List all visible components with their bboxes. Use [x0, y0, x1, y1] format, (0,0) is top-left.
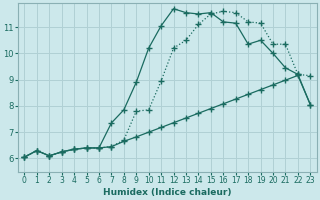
X-axis label: Humidex (Indice chaleur): Humidex (Indice chaleur) [103, 188, 232, 197]
